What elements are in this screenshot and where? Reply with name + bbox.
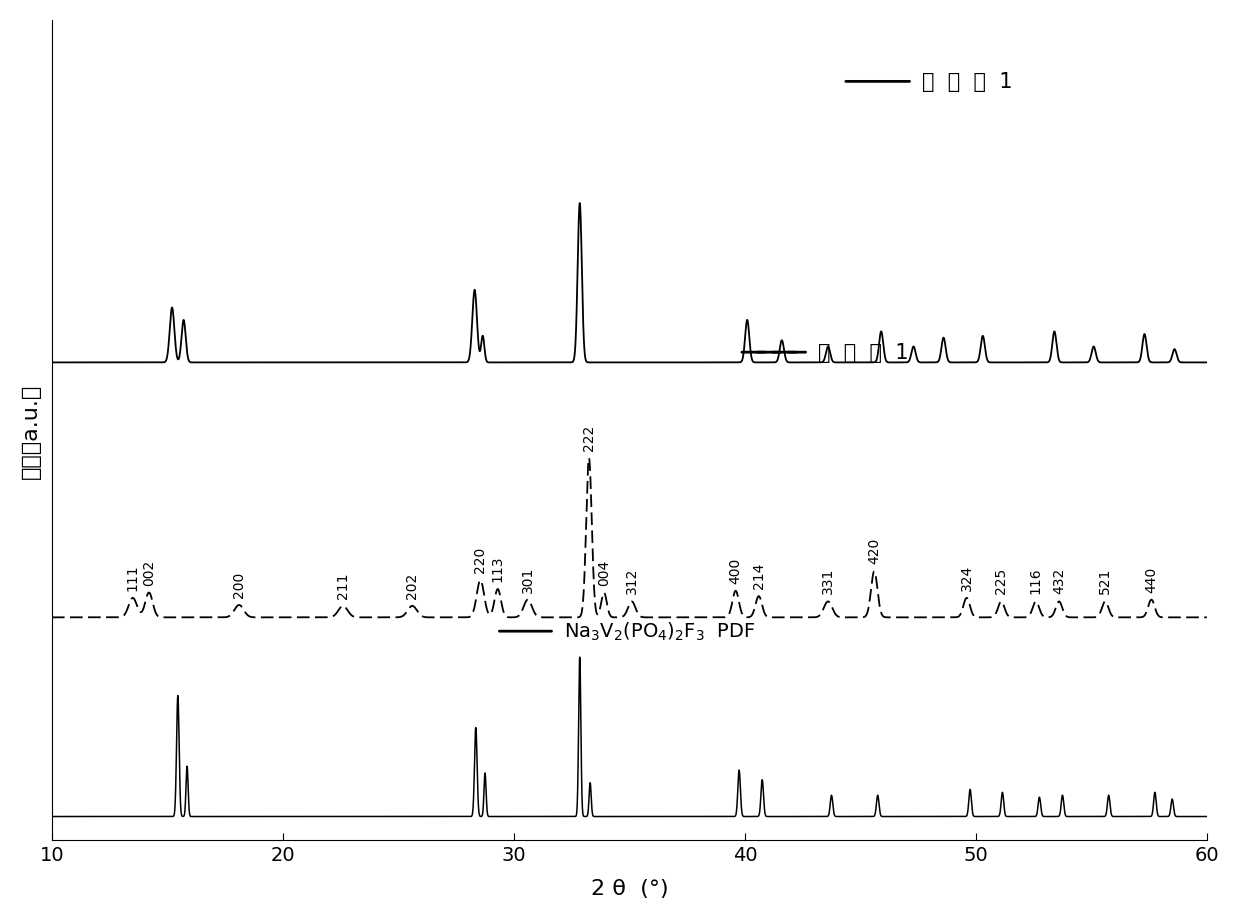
Text: 004: 004 — [596, 559, 611, 585]
Text: 对  比  例  1: 对 比 例 1 — [817, 343, 908, 363]
Text: 331: 331 — [821, 567, 835, 594]
Text: Na$_3$V$_2$(PO$_4$)$_2$F$_3$  PDF: Na$_3$V$_2$(PO$_4$)$_2$F$_3$ PDF — [563, 620, 755, 642]
Text: 225: 225 — [994, 568, 1008, 594]
Text: 220: 220 — [474, 547, 487, 573]
Text: 202: 202 — [405, 572, 419, 598]
Y-axis label: 强度（a.u.）: 强度（a.u.） — [21, 383, 41, 478]
Text: 420: 420 — [867, 538, 882, 563]
Text: 400: 400 — [729, 557, 743, 584]
Text: 521: 521 — [1099, 567, 1112, 594]
Text: 211: 211 — [336, 572, 350, 598]
Text: 324: 324 — [960, 564, 973, 590]
Text: 222: 222 — [582, 425, 596, 450]
Text: 116: 116 — [1029, 567, 1043, 594]
Text: 实  施  例  1: 实 施 例 1 — [921, 73, 1012, 92]
Text: 113: 113 — [491, 555, 505, 582]
Text: 440: 440 — [1145, 566, 1158, 592]
Text: 301: 301 — [521, 566, 534, 592]
Text: 432: 432 — [1052, 568, 1066, 594]
Text: 200: 200 — [232, 571, 246, 597]
Text: 312: 312 — [625, 567, 639, 594]
Text: 111: 111 — [125, 563, 140, 590]
Text: 214: 214 — [751, 562, 766, 588]
Text: 002: 002 — [141, 559, 156, 584]
X-axis label: 2 θ  (°): 2 θ (°) — [590, 879, 668, 898]
